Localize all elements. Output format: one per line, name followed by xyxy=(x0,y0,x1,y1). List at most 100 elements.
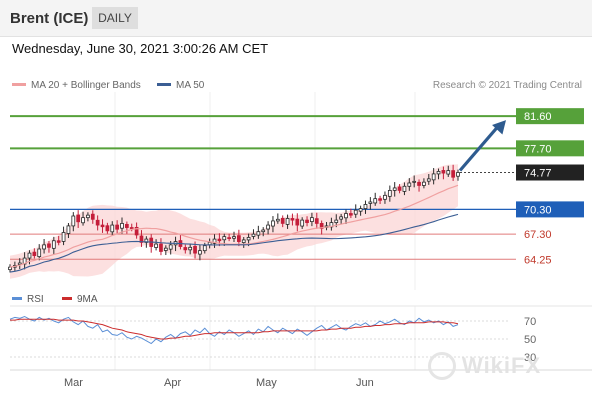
candle-body-19 xyxy=(100,224,105,228)
level-tag-77.70 xyxy=(516,140,584,157)
candle-body-59 xyxy=(295,218,300,226)
candle-body-78 xyxy=(387,190,392,197)
candle-body-73 xyxy=(363,204,368,209)
candle-body-6 xyxy=(37,248,42,257)
candle-body-67 xyxy=(334,219,339,223)
candle-body-90 xyxy=(446,170,451,175)
legend-rsi: RSI xyxy=(12,294,44,305)
target-arrow xyxy=(458,120,506,172)
candle-body-52 xyxy=(261,229,266,233)
level-label-77.70: 77.70 xyxy=(524,143,552,155)
candle-body-12 xyxy=(66,225,71,234)
candle-body-84 xyxy=(417,181,421,186)
candle-body-40 xyxy=(202,245,207,252)
candle-body-80 xyxy=(397,186,402,191)
candle-body-33 xyxy=(168,244,173,250)
x-tick-label-mar: Mar xyxy=(64,377,83,389)
candle-body-79 xyxy=(392,187,397,191)
rsi-panel: 70 50 30 xyxy=(9,305,592,364)
rsi-ma-label: 9MA xyxy=(77,294,98,305)
ma20-swatch xyxy=(12,82,26,86)
candle-body-54 xyxy=(271,220,275,227)
candle-body-55 xyxy=(275,218,280,222)
level-tag-74.77 xyxy=(516,164,584,181)
candle-body-26 xyxy=(134,226,139,236)
candle-body-57 xyxy=(285,218,290,225)
candle-body-38 xyxy=(193,245,197,254)
candle-body-9 xyxy=(51,240,56,249)
candle-body-86 xyxy=(426,178,431,182)
candle-body-31 xyxy=(159,243,163,252)
candle-body-24 xyxy=(125,224,129,228)
candle-body-30 xyxy=(154,243,158,248)
candle-body-16 xyxy=(86,214,90,219)
candle-body-41 xyxy=(207,241,212,246)
candle-body-89 xyxy=(441,170,446,174)
candlesticks xyxy=(8,164,460,273)
ma50-line xyxy=(9,213,459,273)
level-tag-81.60 xyxy=(516,108,584,125)
candle-body-37 xyxy=(188,246,193,251)
candle-body-50 xyxy=(251,233,256,237)
candle-body-15 xyxy=(81,217,85,224)
x-tick-label-may: May xyxy=(256,377,277,389)
candle-body-36 xyxy=(183,247,188,251)
legend-rsi-ma: 9MA xyxy=(62,294,98,305)
candle-body-17 xyxy=(90,213,95,220)
x-axis: Mar Apr May Jun xyxy=(10,369,592,389)
candle-body-10 xyxy=(56,240,61,243)
legend-ma50: MA 50 xyxy=(157,80,204,91)
moving-averages xyxy=(9,184,459,273)
x-tick-label-apr: Apr xyxy=(164,377,181,389)
candle-body-63 xyxy=(314,218,319,224)
candle-body-75 xyxy=(373,198,378,204)
candle-body-2 xyxy=(17,262,22,265)
candle-body-7 xyxy=(42,244,46,250)
candle-body-74 xyxy=(368,201,373,204)
level-label-74.77: 74.77 xyxy=(524,168,552,180)
rsi-label: RSI xyxy=(27,294,44,305)
candle-body-45 xyxy=(227,237,231,240)
rsi-swatch xyxy=(12,296,22,300)
candle-body-72 xyxy=(358,208,363,212)
rsi-ma-line xyxy=(10,318,459,340)
instrument-title: Brent (ICE) xyxy=(10,10,89,27)
target-arrow-head xyxy=(492,120,506,135)
candle-body-47 xyxy=(237,235,241,242)
watermark-logo-icon xyxy=(428,352,456,380)
candle-body-64 xyxy=(319,223,324,229)
watermark-text: WikiFX xyxy=(462,353,542,378)
candle-body-88 xyxy=(436,171,441,175)
candle-body-5 xyxy=(32,251,37,256)
candle-body-11 xyxy=(61,232,66,242)
level-label-67.30: 67.30 xyxy=(524,229,552,241)
chart-datetime: Wednesday, June 30, 2021 3:00:26 AM CET xyxy=(12,41,269,56)
candle-body-42 xyxy=(212,238,217,244)
level-label-70.30: 70.30 xyxy=(524,204,552,216)
candle-body-46 xyxy=(232,236,236,239)
candle-body-82 xyxy=(407,182,412,187)
research-credit: Research © 2021 Trading Central xyxy=(432,80,582,91)
candle-body-20 xyxy=(105,225,110,232)
candle-body-8 xyxy=(47,243,51,248)
candle-body-4 xyxy=(27,252,32,259)
candle-body-44 xyxy=(222,236,227,241)
candle-body-43 xyxy=(217,238,222,242)
bollinger-band-area xyxy=(10,164,458,279)
ma20-label: MA 20 + Bollinger Bands xyxy=(31,80,141,91)
level-tag-70.30 xyxy=(516,201,584,218)
legend-ma20: MA 20 + Bollinger Bands xyxy=(12,80,141,91)
candle-body-60 xyxy=(300,219,305,227)
candle-body-14 xyxy=(76,214,81,223)
candle-body-49 xyxy=(246,237,251,241)
interval-button[interactable]: DAILY xyxy=(92,7,138,29)
candle-body-39 xyxy=(198,250,202,255)
candle-body-21 xyxy=(110,224,115,233)
candle-body-81 xyxy=(402,185,407,192)
candle-body-77 xyxy=(383,194,387,200)
candle-body-22 xyxy=(115,224,119,230)
bollinger-bands xyxy=(10,164,458,279)
candle-body-69 xyxy=(344,213,348,219)
ma50-swatch xyxy=(157,82,171,86)
